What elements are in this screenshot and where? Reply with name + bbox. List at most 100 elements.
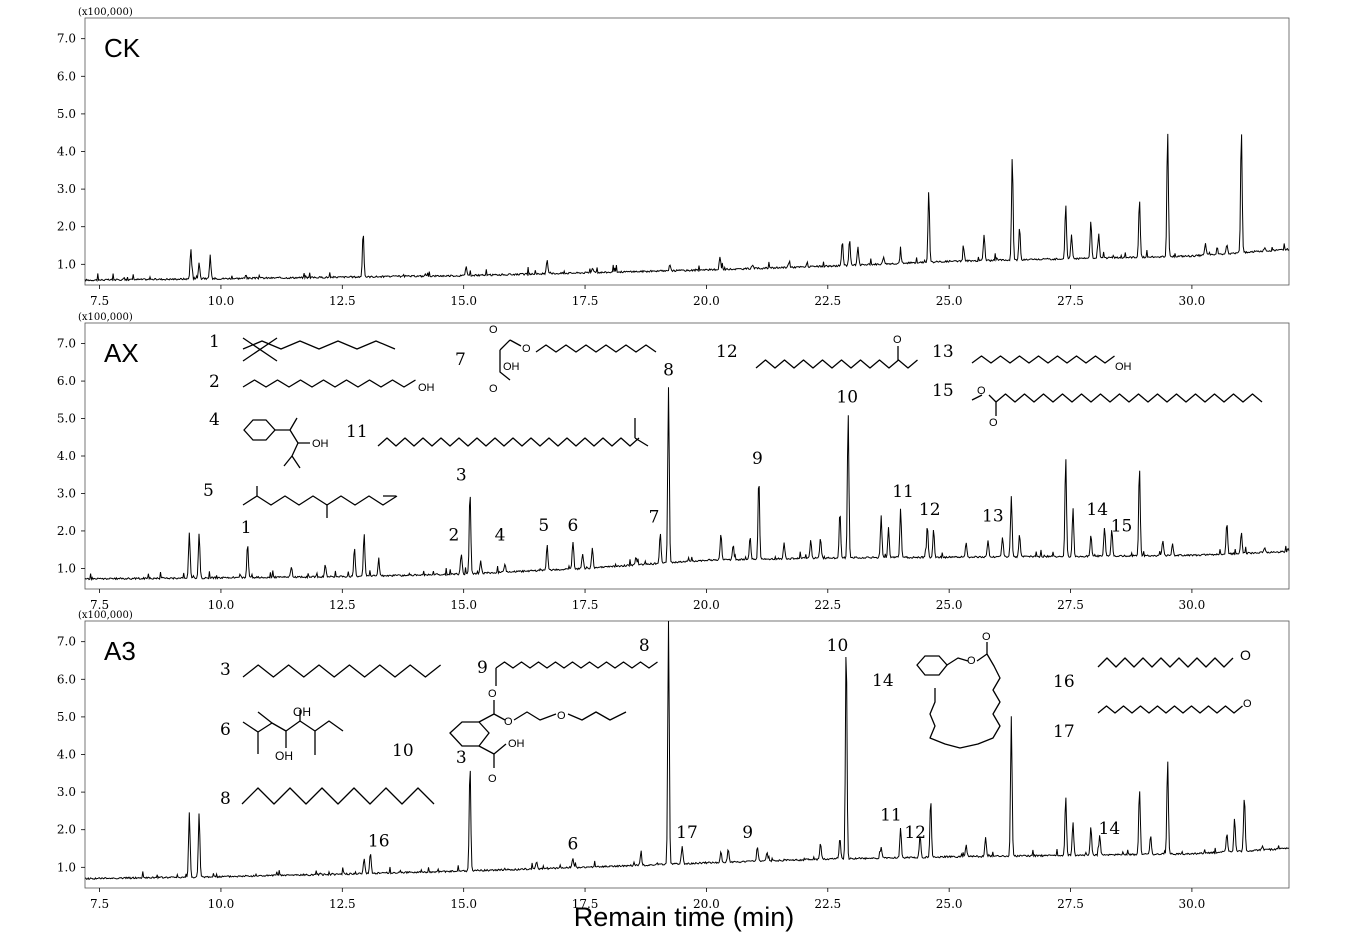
skeletal-formula bbox=[242, 337, 278, 362]
skeletal-formula bbox=[242, 379, 416, 388]
structure-10: 10 O O O OH O bbox=[392, 688, 627, 785]
o-atom: O bbox=[977, 385, 986, 397]
x-tick-label: 25.0 bbox=[936, 897, 963, 911]
peak-label: 10 bbox=[827, 636, 849, 656]
peak-label: 14 bbox=[1086, 500, 1108, 520]
structure-number: 7 bbox=[455, 350, 466, 370]
peak-label: 2 bbox=[449, 525, 460, 545]
skeletal-formula bbox=[499, 339, 522, 381]
structure-17: 17 O bbox=[1053, 698, 1252, 742]
panel-label: CK bbox=[104, 33, 141, 63]
structure-number: 4 bbox=[209, 410, 220, 430]
y-tick-label: 7.0 bbox=[57, 635, 76, 649]
y-tick-label: 6.0 bbox=[57, 69, 76, 83]
y-tick-label: 3.0 bbox=[57, 182, 76, 196]
oh-group: OH bbox=[312, 438, 329, 450]
y-multiplier-label: (x100,000) bbox=[78, 312, 133, 323]
x-tick-label: 30.0 bbox=[1179, 897, 1206, 911]
x-tick-label: 30.0 bbox=[1179, 294, 1206, 308]
skeletal-formula bbox=[242, 710, 344, 755]
x-tick-label: 27.5 bbox=[1057, 598, 1084, 612]
peak-label: 9 bbox=[742, 823, 753, 843]
x-tick-label: 20.0 bbox=[693, 598, 720, 612]
y-tick-label: 1.0 bbox=[57, 257, 76, 271]
o-atom: O bbox=[488, 688, 497, 700]
y-tick-label: 2.0 bbox=[57, 524, 76, 538]
peak-label: 5 bbox=[538, 516, 549, 536]
panel-ax: (x100,000) AX 1.0 2.0 3.0 4.0 5.0 6.0 7.0 7.5 10.0… bbox=[57, 312, 1290, 612]
structure-number: 5 bbox=[203, 481, 214, 501]
x-tick-label: 15.0 bbox=[450, 598, 477, 612]
x-tick-label: 17.5 bbox=[572, 598, 599, 612]
y-tick-label: 4.0 bbox=[57, 449, 76, 463]
x-tick-label: 17.5 bbox=[572, 897, 599, 911]
structure-2: 2 OH bbox=[209, 372, 435, 394]
oh-group: OH bbox=[1115, 361, 1132, 373]
o-atom: O bbox=[488, 773, 497, 785]
peak-label: 11 bbox=[892, 482, 914, 502]
benzene-ring bbox=[449, 721, 490, 747]
structure-3: 3 bbox=[220, 660, 442, 680]
y-tick-label: 1.0 bbox=[57, 860, 76, 874]
peak-label: 12 bbox=[919, 500, 941, 520]
y-tick-label: 6.0 bbox=[57, 672, 76, 686]
structure-number: 12 bbox=[716, 342, 738, 362]
x-tick-label: 22.5 bbox=[814, 294, 841, 308]
x-tick-label: 20.0 bbox=[693, 897, 720, 911]
x-tick-label: 15.0 bbox=[450, 294, 477, 308]
peak-label: 8 bbox=[663, 360, 674, 380]
structure-number: 14 bbox=[872, 671, 894, 691]
panel-label: AX bbox=[104, 338, 139, 368]
peak-label: 15 bbox=[1111, 517, 1133, 537]
y-tick-label: 1.0 bbox=[57, 561, 76, 575]
peak-label: 7 bbox=[649, 508, 660, 528]
skeletal-formula bbox=[1097, 705, 1243, 714]
structure-15: 15 O O bbox=[932, 381, 1263, 429]
structure-number: 10 bbox=[392, 741, 414, 761]
o-atom: O bbox=[989, 417, 998, 429]
structure-6: 6 OH OH bbox=[220, 705, 344, 763]
peak-label: 3 bbox=[456, 748, 467, 768]
chromatogram-trace bbox=[84, 620, 1290, 881]
o-atom: O bbox=[893, 334, 902, 346]
structure-number: 9 bbox=[477, 658, 488, 678]
structure-number: 3 bbox=[220, 660, 231, 680]
structure-14: 14 OO bbox=[872, 631, 1001, 749]
y-tick-label: 3.0 bbox=[57, 785, 76, 799]
structure-number: 6 bbox=[220, 720, 231, 740]
o-atom: O bbox=[982, 631, 991, 643]
o-atom: O bbox=[489, 324, 498, 336]
o-atom: O bbox=[1240, 647, 1251, 663]
x-tick-label: 15.0 bbox=[450, 897, 477, 911]
structure-11: 11 bbox=[346, 418, 649, 447]
peak-label: 1 bbox=[241, 518, 252, 538]
structure-13: 13 OH bbox=[932, 342, 1132, 373]
x-tick-label: 25.0 bbox=[936, 294, 963, 308]
structure-number: 17 bbox=[1053, 722, 1075, 742]
x-tick-label: 10.0 bbox=[208, 598, 235, 612]
plot-frame bbox=[84, 620, 1290, 889]
structure-number: 2 bbox=[209, 372, 220, 392]
benzene-ring bbox=[916, 655, 948, 676]
plot-frame bbox=[84, 17, 1290, 286]
skeletal-formula bbox=[755, 359, 918, 369]
skeletal-formula bbox=[995, 393, 1263, 403]
skeletal-formula bbox=[535, 344, 657, 353]
structure-8: 8 bbox=[220, 787, 435, 809]
structure-number: 16 bbox=[1053, 672, 1075, 692]
y-multiplier-label: (x100,000) bbox=[78, 7, 133, 18]
y-tick-label: 6.0 bbox=[57, 374, 76, 388]
x-tick-label: 22.5 bbox=[814, 598, 841, 612]
x-tick-label: 25.0 bbox=[936, 598, 963, 612]
peak-label: 4 bbox=[495, 525, 506, 545]
y-tick-label: 7.0 bbox=[57, 337, 76, 351]
peak-label: 9 bbox=[752, 449, 763, 469]
o-atom: O bbox=[504, 716, 513, 728]
structure-number: 11 bbox=[346, 422, 368, 442]
plot-frame bbox=[84, 322, 1290, 590]
skeletal-formula bbox=[971, 355, 1115, 364]
x-tick-label: 12.5 bbox=[329, 897, 356, 911]
x-tick-label: 10.0 bbox=[208, 897, 235, 911]
skeletal-formula bbox=[929, 642, 1001, 749]
